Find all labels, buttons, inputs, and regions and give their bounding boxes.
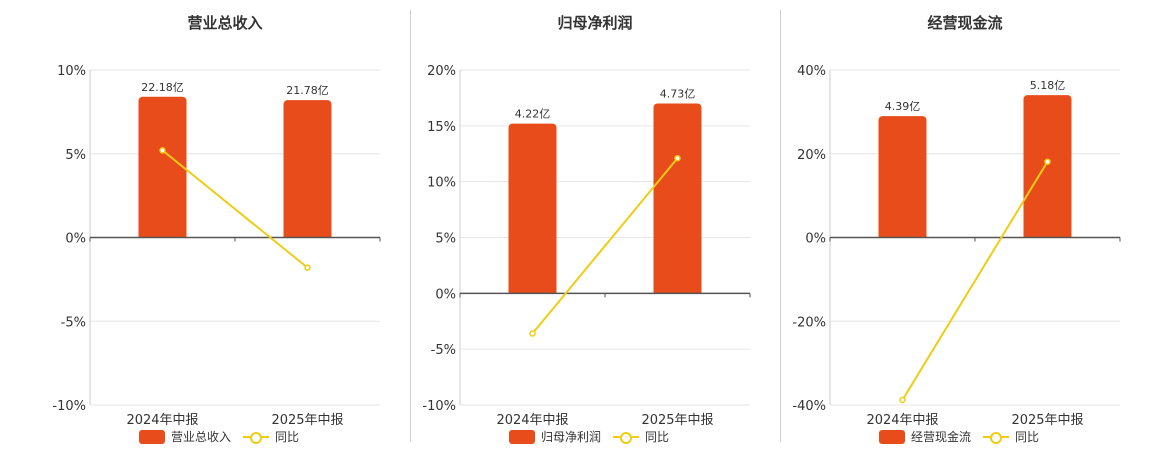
panel-divider [410,10,411,442]
y-tick-label: 0% [435,287,456,302]
x-category-label: 2025年中报 [271,413,343,428]
y-tick-label: -5% [61,315,86,330]
y-tick-label: 0% [65,232,86,247]
chart-panel-revenue: 营业总收入 10% 5% 0% -5% -10% 22.18亿 21.78亿 2024年中报 2… [40,0,410,450]
legend-bar-label: 归母净利润 [540,430,601,444]
chart-title: 经营现金流 [927,14,1003,32]
legend-line-swatch [613,430,639,444]
yoy-point [529,330,536,337]
bar [653,103,702,294]
chart-title: 营业总收入 [187,14,263,32]
y-tick-label: 0% [805,232,826,247]
bar-base [508,289,557,294]
legend-bar-swatch [878,429,905,444]
y-tick-label: 10% [57,64,86,79]
bar [1023,95,1072,238]
y-tick-label: -10% [52,399,86,414]
y-tick-label: 10% [427,176,456,191]
legend-item-line[interactable]: 同比 [613,428,669,445]
legend-bar-label: 营业总收入 [170,430,231,444]
y-tick-label: -5% [431,343,456,358]
y-tick-label: 5% [65,148,86,163]
y-tick-label: 20% [797,148,826,163]
legend-item-line[interactable]: 同比 [983,428,1039,445]
chart-svg: 40% 20% 0% -20% -40% 4.39亿 5.18亿 2024年中报 2025年中报 [792,64,1121,428]
bar [878,116,927,238]
legend: 营业总收入 同比 [40,428,410,445]
legend-item-bar[interactable]: 经营现金流 [878,428,971,445]
y-tick-label: 5% [435,232,456,247]
x-category-label: 2024年中报 [496,413,568,428]
bar [138,96,187,238]
legend-line-swatch [243,430,269,444]
legend-item-bar[interactable]: 营业总收入 [138,428,231,445]
legend: 归母净利润 同比 [410,428,780,445]
bar-data-label: 22.18亿 [141,81,184,94]
y-tick-label: 15% [427,120,456,135]
x-category-label: 2025年中报 [641,413,713,428]
chart-title: 归母净利润 [557,14,633,32]
bar-data-label: 21.78亿 [286,84,329,97]
y-tick-label: -40% [792,399,826,414]
bar-base [653,289,702,294]
bar-data-label: 4.39亿 [885,100,921,113]
x-category-label: 2024年中报 [126,413,198,428]
legend-bar-swatch [138,429,165,444]
chart-svg: 10% 5% 0% -5% -10% 22.18亿 21.78亿 2024年中报 2025年中报 [52,64,381,428]
legend-line-label: 同比 [1015,430,1040,444]
yoy-point [1044,158,1051,165]
chart-panel-net-profit: 归母净利润 20% 15% 10% 5% 0% -5% -10% 4.22亿 4.73亿 2024… [410,0,780,450]
yoy-line [901,161,1049,401]
x-category-label: 2024年中报 [866,413,938,428]
bar-data-label: 5.18亿 [1030,79,1066,92]
yoy-point [899,396,906,404]
legend-line-label: 同比 [645,430,670,444]
legend-bar-label: 经营现金流 [910,430,971,444]
yoy-line [531,157,679,335]
yoy-point [674,154,681,162]
y-tick-label: -10% [422,399,456,414]
bar-base [283,233,332,238]
bar-base [138,233,187,238]
x-category-label: 2025年中报 [1011,413,1083,428]
bar-base [1023,233,1072,238]
legend-item-bar[interactable]: 归母净利润 [508,428,601,445]
legend-line-swatch [983,430,1009,444]
legend-item-line[interactable]: 同比 [243,428,299,445]
yoy-point [159,147,166,154]
y-tick-label: 20% [427,64,456,79]
legend-line-label: 同比 [275,430,300,444]
legend: 经营现金流 同比 [780,428,1150,445]
chart-panel-cash-flow: 经营现金流 40% 20% 0% -20% -40% 4.39亿 5.18亿 2024年中报 2… [780,0,1150,450]
chart-svg: 20% 15% 10% 5% 0% -5% -10% 4.22亿 4.73亿 2024年中报 202… [422,64,751,428]
bar [508,123,557,294]
y-tick-label: -20% [792,315,826,330]
legend-bar-swatch [508,429,535,444]
bar-data-label: 4.73亿 [660,88,696,101]
y-tick-label: 40% [797,64,826,79]
bar-base [878,233,927,238]
yoy-point [304,264,311,271]
panel-divider [780,10,781,442]
bar [283,100,332,238]
bar-data-label: 4.22亿 [515,108,551,121]
yoy-line [161,149,309,269]
